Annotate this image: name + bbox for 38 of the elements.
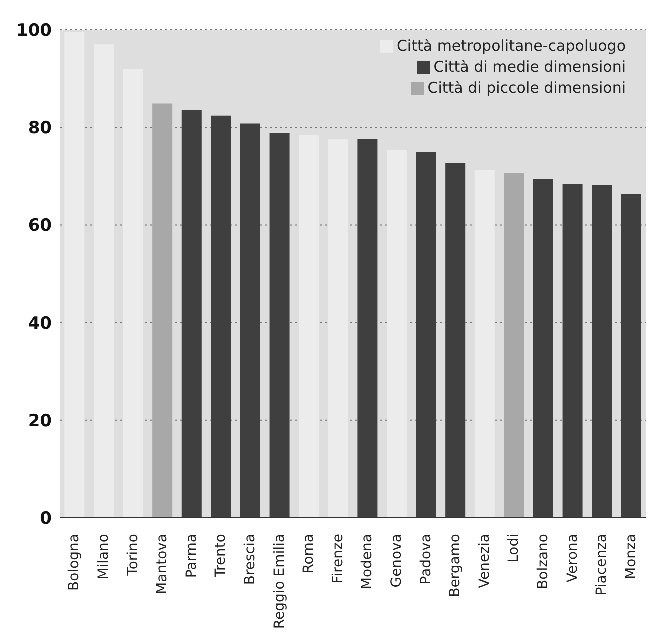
y-tick-label: 100 bbox=[16, 21, 52, 42]
x-tick-label: Verona bbox=[564, 534, 581, 583]
x-tick-label: Genova bbox=[388, 534, 405, 588]
bar bbox=[299, 135, 320, 518]
legend-label: Città di piccole dimensioni bbox=[428, 79, 626, 97]
y-tick-label: 20 bbox=[28, 411, 52, 432]
bar bbox=[94, 44, 114, 518]
bar bbox=[386, 150, 407, 518]
legend-label: Città metropolitane-capoluogo bbox=[396, 37, 626, 55]
x-tick-label: Reggio Emilia bbox=[272, 534, 288, 630]
x-tick-label: Padova bbox=[418, 534, 434, 585]
y-tick-label: 40 bbox=[28, 314, 52, 334]
bar bbox=[474, 170, 495, 518]
bar bbox=[328, 139, 348, 518]
bar bbox=[504, 173, 524, 518]
x-tick-label: Torino bbox=[125, 534, 142, 577]
y-tick-label: 0 bbox=[40, 509, 52, 530]
x-tick-label: Bologna bbox=[66, 534, 83, 591]
x-tick-label: Roma bbox=[301, 534, 318, 574]
x-tick-label: Parma bbox=[184, 534, 200, 578]
x-tick-label: Bolzano bbox=[535, 534, 552, 590]
x-tick-label: Venezia bbox=[476, 534, 493, 588]
x-tick-label: Milano bbox=[96, 534, 112, 580]
x-tick-label: Monza bbox=[623, 534, 640, 580]
bar bbox=[152, 104, 173, 518]
x-tick-label: Brescia bbox=[242, 534, 258, 586]
bar bbox=[123, 69, 144, 518]
x-tick-label: Mantova bbox=[154, 534, 171, 594]
x-tick-label: Piacenza bbox=[594, 534, 610, 596]
bar bbox=[64, 32, 85, 518]
legend-label: Città di medie dimensioni bbox=[434, 58, 626, 76]
x-tick-label: Trento bbox=[213, 534, 230, 578]
x-tick-label: Bergamo bbox=[448, 534, 464, 598]
x-tick-label: Firenze bbox=[330, 534, 346, 584]
x-tick-label: Modena bbox=[360, 534, 376, 590]
y-tick-label: 80 bbox=[28, 118, 52, 139]
x-tick-label: Lodi bbox=[506, 534, 522, 563]
y-tick-label: 60 bbox=[28, 216, 52, 236]
